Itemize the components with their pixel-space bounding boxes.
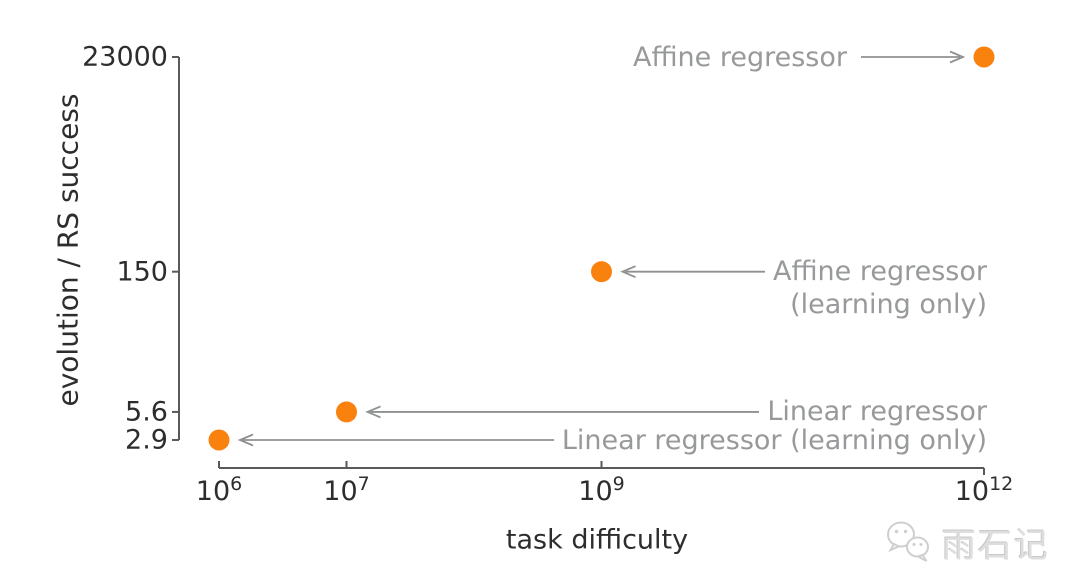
data-point bbox=[591, 261, 612, 283]
annotation-label: Affine regressor bbox=[632, 41, 847, 73]
x-tick-label: 109 bbox=[578, 473, 625, 508]
wechat-chat-bubbles-icon bbox=[887, 521, 929, 562]
annotation-arrowhead bbox=[365, 405, 381, 419]
annotation-arrowhead bbox=[949, 50, 966, 64]
annotation-label: Affine regressor (learning only) bbox=[772, 256, 987, 321]
watermark: 雨石记 bbox=[884, 518, 1050, 567]
x-tick-label: 107 bbox=[323, 473, 370, 508]
annotation-label: Linear regressor bbox=[767, 396, 987, 428]
data-point bbox=[208, 429, 230, 451]
data-point bbox=[336, 401, 357, 423]
annotation-arrowhead bbox=[237, 433, 254, 447]
x-axis-label: task difficulty bbox=[505, 524, 689, 556]
annotation-arrowhead bbox=[620, 265, 636, 279]
y-tick-label: 23000 bbox=[82, 41, 168, 73]
x-tick-label: 106 bbox=[195, 473, 243, 508]
x-tick-label: 1012 bbox=[954, 473, 1014, 508]
annotation-label: Linear regressor (learning only) bbox=[561, 424, 987, 456]
data-point bbox=[973, 46, 995, 68]
y-axis-label: evolution / RS success bbox=[51, 93, 85, 407]
y-tick-label: 150 bbox=[116, 256, 168, 288]
y-tick-label: 5.6 bbox=[125, 396, 168, 428]
y-tick-label: 2.9 bbox=[125, 424, 168, 456]
watermark-text: 雨石记 bbox=[942, 526, 1050, 566]
